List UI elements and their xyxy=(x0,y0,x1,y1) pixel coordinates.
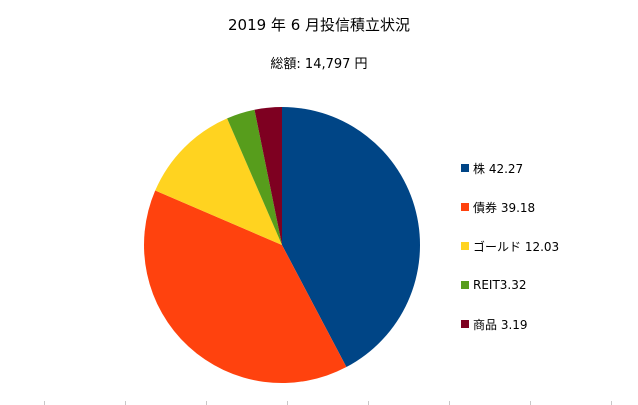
legend-label-commodities: 商品 3.19 xyxy=(473,317,528,332)
legend-swatch-reit xyxy=(461,281,469,289)
bottom-tick xyxy=(611,401,612,405)
legend-label-gold: ゴールド 12.03 xyxy=(473,239,560,254)
legend-item-reit: REIT3.32 xyxy=(461,275,559,295)
pie-slice-commodities xyxy=(254,107,282,245)
bottom-tick xyxy=(206,401,207,405)
pie-slice-stocks xyxy=(282,107,421,368)
chart-title: 2019 年 6 月投信積立状況 xyxy=(227,16,411,34)
bottom-tick xyxy=(287,401,288,405)
legend-item-bonds: 債券 39.18 xyxy=(461,197,559,217)
legend-item-stocks: 株 42.27 xyxy=(461,158,559,178)
legend-swatch-stocks xyxy=(461,164,469,172)
legend-swatch-gold xyxy=(461,242,469,250)
pie-slice-gold xyxy=(155,118,282,245)
legend-swatch-commodities xyxy=(461,320,469,328)
legend-label-bonds: 債券 39.18 xyxy=(473,200,536,215)
bottom-tick xyxy=(530,401,531,405)
legend-item-commodities: 商品 3.19 xyxy=(461,314,559,334)
pie-slice-bonds xyxy=(144,190,347,384)
bottom-tick xyxy=(449,401,450,405)
legend-item-gold: ゴールド 12.03 xyxy=(461,236,559,256)
bottom-tick xyxy=(125,401,126,405)
legend-label-stocks: 株 42.27 xyxy=(473,161,524,176)
legend-label-reit: REIT3.32 xyxy=(473,278,527,292)
chart-subtitle: 総額: 14,797 円 xyxy=(270,57,368,72)
pie-slice-reit xyxy=(227,109,282,245)
legend-swatch-bonds xyxy=(461,203,469,211)
bottom-tick xyxy=(368,401,369,405)
bottom-tick xyxy=(44,401,45,405)
chart-legend: 株 42.27 債券 39.18 ゴールド 12.03 REIT3.32 商品 … xyxy=(461,158,559,353)
